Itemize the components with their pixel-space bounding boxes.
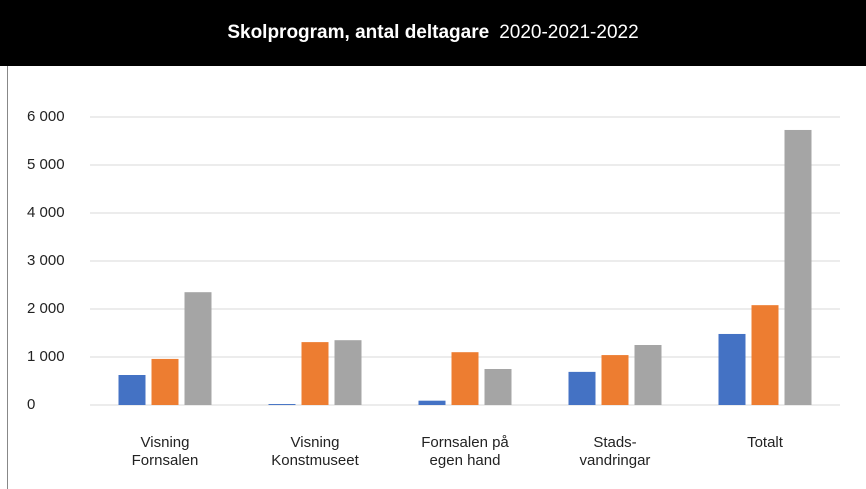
y-tick-label: 2 000: [27, 300, 65, 317]
y-tick-label: 4 000: [27, 204, 65, 221]
y-tick-label: 3 000: [27, 252, 65, 269]
bar: [184, 292, 212, 405]
bar: [151, 358, 179, 405]
bar: [334, 340, 362, 405]
x-tick-label: Totalt: [747, 434, 783, 451]
bar: [451, 352, 479, 405]
y-tick-label: 6 000: [27, 108, 65, 125]
bar: [784, 129, 812, 405]
header: Skolprogram, antal deltagare 2020-2021-2…: [0, 0, 866, 66]
x-tick-label: Stads- vandringar: [579, 434, 651, 469]
bar: [418, 400, 446, 405]
bar: [601, 355, 629, 405]
y-tick-label: 1 000: [27, 348, 65, 365]
bar: [268, 404, 296, 405]
bar: [718, 333, 746, 405]
x-tick-label: Fornsalen på egen hand: [421, 434, 509, 469]
bar: [751, 305, 779, 405]
chart-subtitle: 2020-2021-2022: [499, 22, 639, 43]
bar: [118, 375, 146, 405]
y-tick-label: 0: [27, 396, 35, 413]
chart-title: Skolprogram, antal deltagare: [227, 22, 490, 43]
bar: [484, 369, 512, 405]
bar: [568, 371, 596, 405]
y-tick-label: 5 000: [27, 156, 65, 173]
x-tick-label: Visning Fornsalen: [131, 434, 199, 469]
bar: [301, 342, 329, 405]
bar: [634, 345, 662, 405]
x-tick-label: Visning Konstmuseet: [271, 434, 359, 469]
